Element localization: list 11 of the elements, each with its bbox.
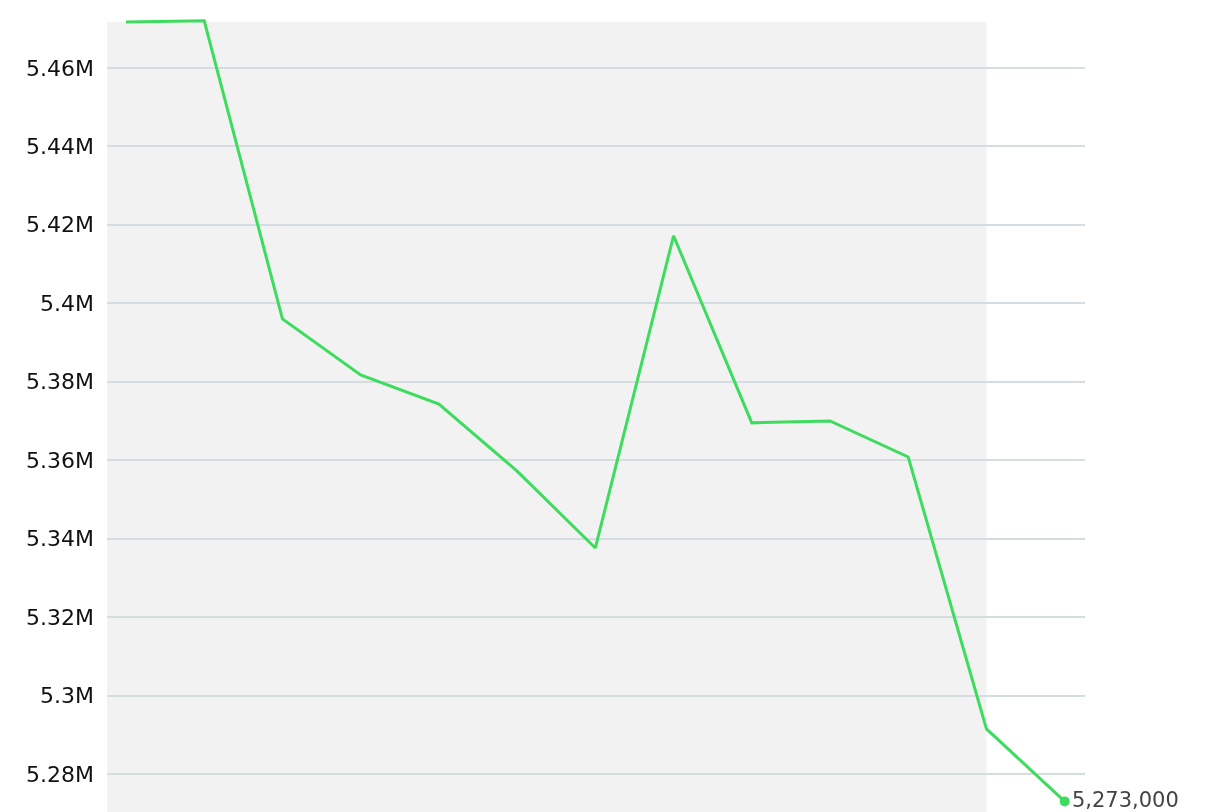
y-tick-label: 5.38M <box>26 369 94 395</box>
y-tick-label: 5.3M <box>40 683 94 709</box>
y-tick-label: 5.44M <box>26 134 94 160</box>
y-tick-label: 5.4M <box>40 290 94 316</box>
y-tick-label: 5.32M <box>26 604 94 630</box>
y-tick-label: 5.42M <box>26 212 94 238</box>
y-tick-label: 5.28M <box>26 761 94 787</box>
y-tick-label: 5.46M <box>26 55 94 81</box>
y-tick-label: 5.34M <box>26 526 94 552</box>
y-tick-label: 5.36M <box>26 447 94 473</box>
data-label: 5,273,000 <box>1071 787 1179 812</box>
